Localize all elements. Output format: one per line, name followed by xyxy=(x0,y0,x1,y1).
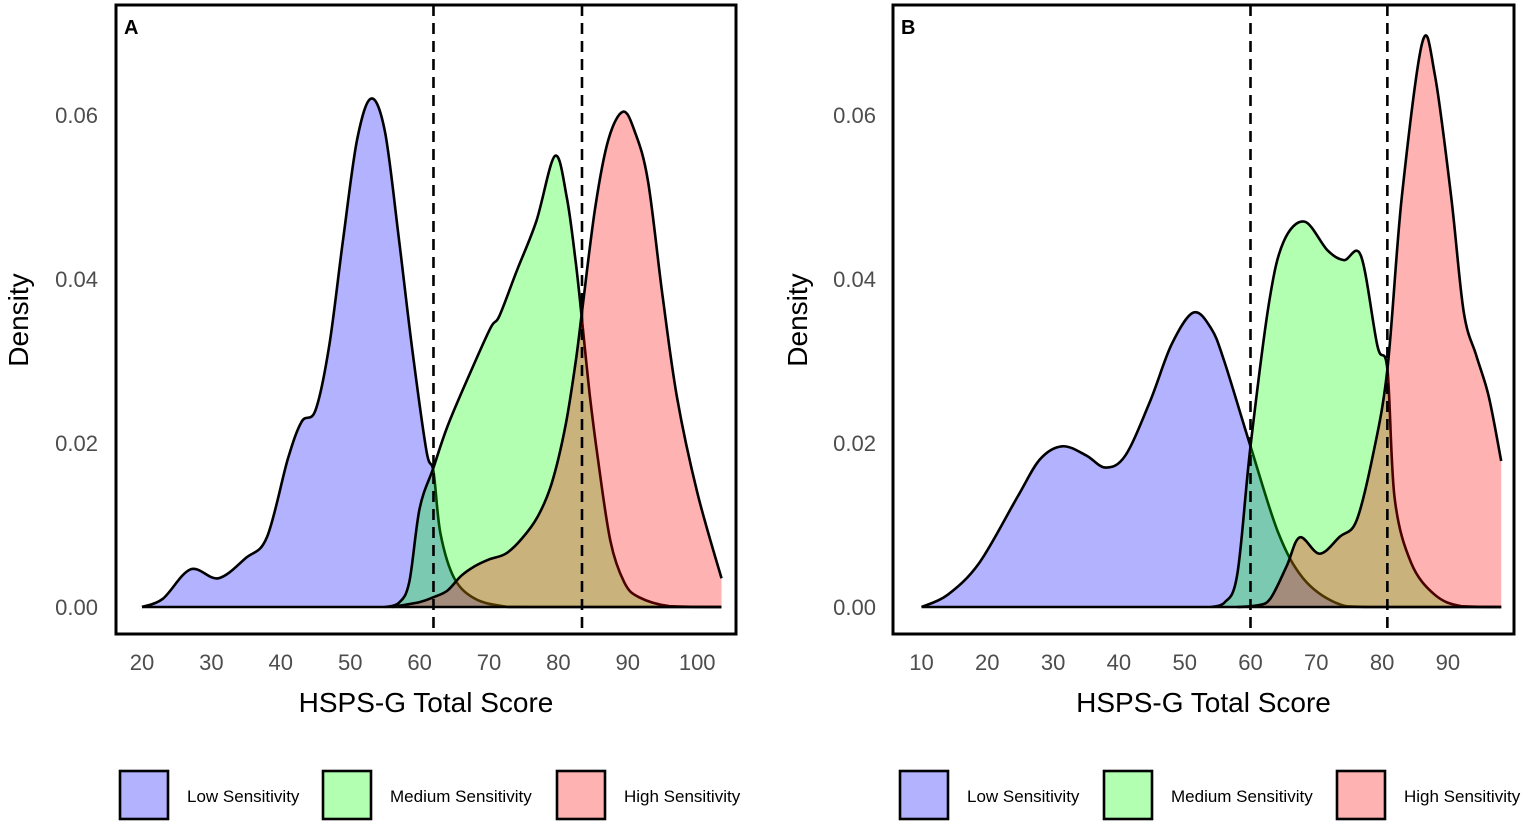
x-tick-label: 10 xyxy=(909,650,933,675)
y-axis-title: Density xyxy=(782,273,813,366)
y-tick-label: 0.06 xyxy=(55,103,98,128)
x-axis-title: HSPS-G Total Score xyxy=(1076,687,1331,718)
legend-item: High Sensitivity xyxy=(555,769,741,821)
legend-label: Medium Sensitivity xyxy=(390,787,532,806)
legend-item: Medium Sensitivity xyxy=(321,769,532,821)
density-area-high-sensitivity xyxy=(391,111,722,608)
density-area-low-sensitivity xyxy=(921,312,1502,607)
x-tick-label: 60 xyxy=(1238,650,1262,675)
legend-swatch xyxy=(555,769,607,821)
legend-swatch-bg xyxy=(1104,771,1152,819)
plot-area xyxy=(141,5,723,634)
density-line-low-sensitivity xyxy=(141,97,722,609)
x-tick-label: 70 xyxy=(1304,650,1328,675)
legend-swatch-bg xyxy=(900,771,948,819)
density-line-medium-sensitivity xyxy=(1210,220,1502,609)
density-line-high-sensitivity xyxy=(391,110,723,609)
legend-swatch-bg xyxy=(557,771,605,819)
legend-swatch-bg xyxy=(1337,771,1385,819)
panel-b: B 10 20 30 40 50 60 70 80 90 0.00 0.02 0.04 0.06 HSPS-… xyxy=(782,3,1521,821)
panel-border xyxy=(114,3,738,636)
legend-swatch xyxy=(321,769,373,821)
legend-item: Low Sensitivity xyxy=(118,769,300,821)
x-tick-label: 50 xyxy=(338,650,362,675)
legend-item: Medium Sensitivity xyxy=(1102,769,1313,821)
x-tick-label: 40 xyxy=(1107,650,1131,675)
legend-label: High Sensitivity xyxy=(1404,787,1521,806)
y-tick-label: 0.04 xyxy=(833,267,876,292)
y-tick-label: 0.00 xyxy=(55,595,98,620)
legend-swatch xyxy=(898,769,950,821)
x-tick-label: 50 xyxy=(1172,650,1196,675)
legend-swatch xyxy=(1102,769,1154,821)
legend-label: High Sensitivity xyxy=(624,787,741,806)
legend-item: Low Sensitivity xyxy=(898,769,1080,821)
y-tick-label: 0.00 xyxy=(833,595,876,620)
y-axis-title: Density xyxy=(3,273,34,366)
x-tick-label: 20 xyxy=(130,650,154,675)
x-tick-label: 70 xyxy=(477,650,501,675)
x-tick-label: 90 xyxy=(1436,650,1460,675)
x-tick-label: 40 xyxy=(269,650,293,675)
legend: Low Sensitivity Medium Sensitivity High Se… xyxy=(118,769,741,821)
y-tick-label: 0.02 xyxy=(833,431,876,456)
density-line-high-sensitivity xyxy=(1237,34,1503,609)
panel-border xyxy=(891,3,1516,636)
x-tick-label: 30 xyxy=(1041,650,1065,675)
x-tick-label: 30 xyxy=(199,650,223,675)
y-tick-label: 0.06 xyxy=(833,103,876,128)
legend: Low Sensitivity Medium Sensitivity High Se… xyxy=(898,769,1521,821)
panel-a: A 20 30 40 50 60 70 80 90 100 0.00 0.02 0.04 0.06 HSPS… xyxy=(3,3,741,821)
density-area-low-sensitivity xyxy=(142,98,722,607)
x-tick-label: 20 xyxy=(975,650,999,675)
panel-label: B xyxy=(901,17,915,39)
x-tick-label: 90 xyxy=(616,650,640,675)
y-tick-label: 0.02 xyxy=(55,431,98,456)
x-tick-label: 80 xyxy=(1370,650,1394,675)
x-tick-label: 100 xyxy=(679,650,716,675)
x-tick-label: 60 xyxy=(407,650,431,675)
legend-label: Medium Sensitivity xyxy=(1171,787,1313,806)
x-axis-title: HSPS-G Total Score xyxy=(299,687,554,718)
panel-label: A xyxy=(124,17,138,39)
legend-swatch-bg xyxy=(120,771,168,819)
legend-label: Low Sensitivity xyxy=(187,787,300,806)
y-tick-label: 0.04 xyxy=(55,267,98,292)
legend-swatch-bg xyxy=(323,771,371,819)
x-tick-label: 80 xyxy=(546,650,570,675)
density-area-high-sensitivity xyxy=(1237,35,1502,607)
legend-swatch xyxy=(118,769,170,821)
density-line-low-sensitivity xyxy=(920,310,1502,609)
density-area-medium-sensitivity xyxy=(384,155,722,607)
density-line-medium-sensitivity xyxy=(384,154,722,609)
legend-item: High Sensitivity xyxy=(1335,769,1521,821)
legend-swatch xyxy=(1335,769,1387,821)
density-area-medium-sensitivity xyxy=(1211,221,1502,607)
plot-area xyxy=(920,5,1503,634)
legend-label: Low Sensitivity xyxy=(967,787,1080,806)
